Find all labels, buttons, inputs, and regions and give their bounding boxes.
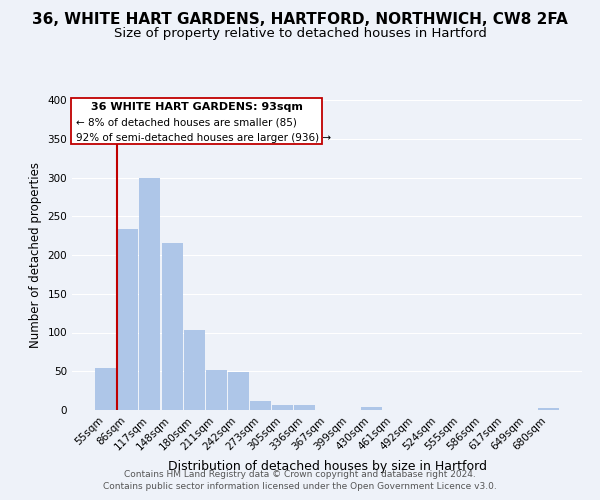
Bar: [206, 370, 227, 410]
Text: 92% of semi-detached houses are larger (936) →: 92% of semi-detached houses are larger (…: [76, 132, 331, 142]
Bar: [184, 330, 205, 410]
Text: Size of property relative to detached houses in Hartford: Size of property relative to detached ho…: [113, 28, 487, 40]
Bar: [161, 244, 182, 410]
X-axis label: Distribution of detached houses by size in Hartford: Distribution of detached houses by size …: [167, 460, 487, 473]
Bar: [272, 406, 293, 410]
Bar: [538, 408, 559, 410]
Bar: [250, 402, 271, 410]
Text: ← 8% of detached houses are smaller (85): ← 8% of detached houses are smaller (85): [76, 117, 296, 127]
Bar: [95, 368, 116, 410]
FancyBboxPatch shape: [71, 98, 322, 144]
Text: 36 WHITE HART GARDENS: 93sqm: 36 WHITE HART GARDENS: 93sqm: [91, 102, 302, 112]
Bar: [361, 407, 382, 410]
Y-axis label: Number of detached properties: Number of detached properties: [29, 162, 42, 348]
Text: Contains HM Land Registry data © Crown copyright and database right 2024.: Contains HM Land Registry data © Crown c…: [124, 470, 476, 479]
Text: 36, WHITE HART GARDENS, HARTFORD, NORTHWICH, CW8 2FA: 36, WHITE HART GARDENS, HARTFORD, NORTHW…: [32, 12, 568, 28]
Bar: [295, 404, 316, 410]
Bar: [118, 228, 139, 410]
Bar: [228, 372, 249, 410]
Text: Contains public sector information licensed under the Open Government Licence v3: Contains public sector information licen…: [103, 482, 497, 491]
Bar: [139, 178, 160, 410]
